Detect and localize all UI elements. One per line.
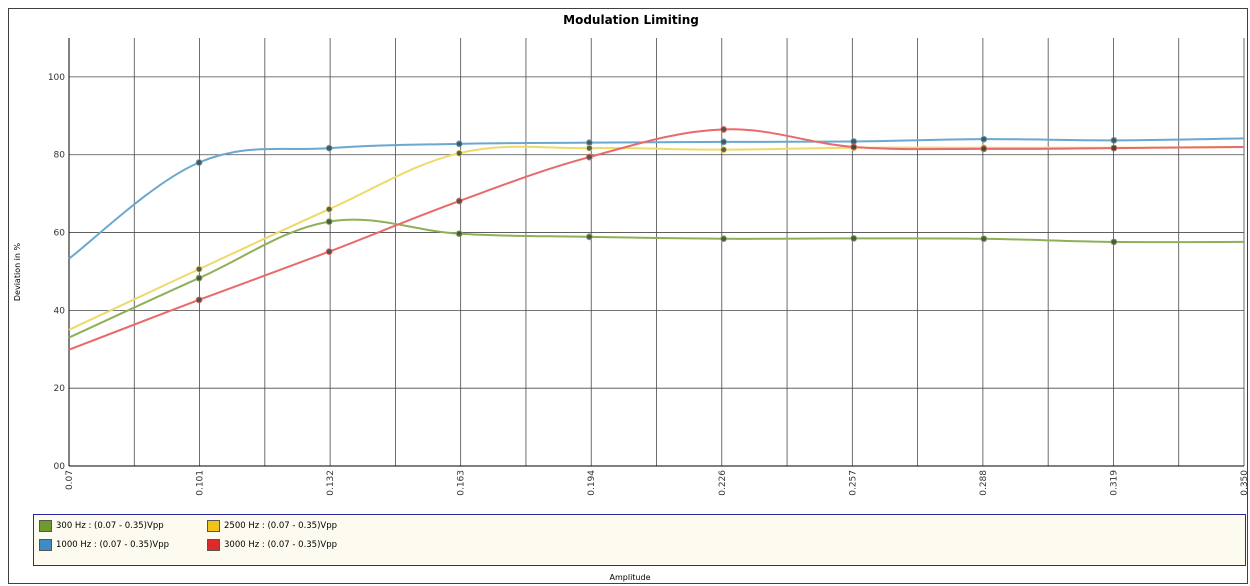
x-axis-ticks: 0.07 0.101 0.132 0.163 0.194 0.226 0.257 0.288 0… bbox=[65, 470, 1250, 496]
data-point bbox=[325, 218, 333, 226]
y-tick-label: 100 bbox=[48, 73, 65, 83]
x-tick-label: 0.288 bbox=[979, 470, 989, 496]
x-tick-label: 0.07 bbox=[65, 470, 75, 490]
data-point bbox=[455, 140, 463, 148]
legend-swatch bbox=[207, 539, 220, 551]
x-axis-label: Amplitude bbox=[610, 573, 651, 582]
legend-item: 1000 Hz : (0.07 - 0.35)Vpp bbox=[39, 539, 169, 551]
legend-item: 2500 Hz : (0.07 - 0.35)Vpp bbox=[207, 520, 337, 532]
axes bbox=[68, 38, 1244, 467]
legend-item: 300 Hz : (0.07 - 0.35)Vpp bbox=[39, 520, 164, 532]
legend-swatch bbox=[207, 520, 220, 532]
x-tick-label: 0.194 bbox=[587, 470, 597, 496]
data-point bbox=[980, 135, 988, 143]
data-point bbox=[585, 233, 593, 241]
series-line-3 bbox=[68, 128, 1245, 351]
data-point bbox=[455, 149, 463, 157]
data-point bbox=[195, 159, 203, 166]
x-tick-label: 0.163 bbox=[457, 470, 467, 496]
chart-frame bbox=[8, 8, 1248, 584]
grid bbox=[68, 38, 1245, 466]
y-tick-label: 80 bbox=[54, 151, 66, 161]
x-tick-label: 0.319 bbox=[1109, 470, 1119, 496]
x-tick-label: 0.257 bbox=[848, 470, 858, 496]
chart-title: Modulation Limiting bbox=[563, 13, 699, 27]
data-point bbox=[1110, 144, 1118, 152]
legend-label: 300 Hz : (0.07 - 0.35)Vpp bbox=[56, 521, 164, 531]
data-point bbox=[980, 145, 988, 153]
y-axis-label: Deviation in % bbox=[13, 242, 22, 301]
series-line-1 bbox=[68, 137, 1245, 260]
data-point bbox=[850, 143, 858, 151]
data-point bbox=[850, 234, 858, 242]
data-point bbox=[325, 205, 333, 213]
data-point bbox=[325, 144, 333, 152]
x-tick-label: 0.132 bbox=[326, 470, 336, 496]
legend-swatch bbox=[39, 520, 52, 532]
data-point bbox=[720, 126, 728, 133]
series-lines bbox=[68, 128, 1245, 351]
data-point bbox=[720, 235, 728, 243]
x-tick-label: 0.350 bbox=[1240, 470, 1250, 496]
y-tick-label: 20 bbox=[54, 384, 66, 394]
data-point bbox=[455, 230, 463, 238]
legend-swatch bbox=[39, 539, 52, 551]
data-point bbox=[720, 138, 728, 146]
x-tick-label: 0.226 bbox=[718, 470, 728, 496]
data-point bbox=[585, 153, 593, 161]
data-point bbox=[1110, 136, 1118, 144]
y-tick-label: 60 bbox=[54, 229, 66, 239]
series-points bbox=[195, 126, 1118, 304]
y-axis-ticks: 00 20 40 60 80 100 bbox=[48, 73, 65, 472]
data-point bbox=[720, 146, 728, 154]
data-point bbox=[195, 296, 203, 304]
data-point bbox=[585, 144, 593, 152]
legend-label: 2500 Hz : (0.07 - 0.35)Vpp bbox=[224, 521, 338, 531]
legend-item: 3000 Hz : (0.07 - 0.35)Vpp bbox=[207, 539, 337, 551]
series-line-0 bbox=[68, 218, 1245, 339]
legend: 300 Hz : (0.07 - 0.35)Vpp 1000 Hz : (0.07… bbox=[33, 514, 1246, 566]
legend-label: 1000 Hz : (0.07 - 0.35)Vpp bbox=[56, 540, 170, 550]
data-point bbox=[195, 265, 203, 273]
data-point bbox=[1110, 238, 1118, 246]
data-point bbox=[455, 197, 463, 205]
data-point bbox=[980, 235, 988, 243]
data-point bbox=[325, 248, 333, 256]
x-tick-label: 0.101 bbox=[196, 470, 206, 496]
y-tick-label: 00 bbox=[54, 462, 66, 472]
data-point bbox=[195, 274, 203, 282]
y-tick-label: 40 bbox=[54, 306, 66, 316]
legend-label: 3000 Hz : (0.07 - 0.35)Vpp bbox=[224, 540, 338, 550]
